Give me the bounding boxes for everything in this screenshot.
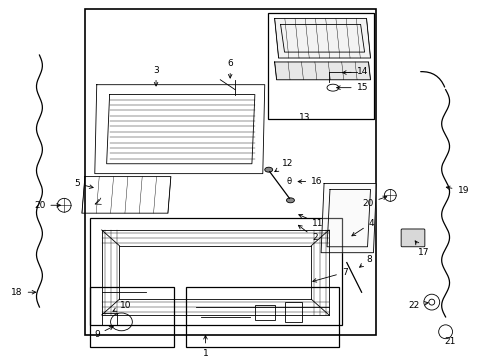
Polygon shape <box>274 62 370 80</box>
Text: 13: 13 <box>298 113 309 122</box>
Text: 3: 3 <box>153 66 159 86</box>
Text: 11: 11 <box>298 215 323 228</box>
Text: 20: 20 <box>34 201 61 210</box>
Bar <box>267 13 374 119</box>
Text: 7: 7 <box>312 268 347 282</box>
Text: 20: 20 <box>361 196 386 208</box>
Text: 1: 1 <box>202 336 208 357</box>
Text: 5: 5 <box>74 179 93 188</box>
Text: 4: 4 <box>351 219 373 236</box>
Text: 8: 8 <box>359 255 371 267</box>
Text: 9: 9 <box>94 327 113 339</box>
Text: 6: 6 <box>227 59 233 78</box>
Bar <box>102 313 116 325</box>
Text: 2: 2 <box>298 225 317 242</box>
Bar <box>90 287 174 347</box>
Text: 19: 19 <box>446 186 468 195</box>
Text: 14: 14 <box>342 67 367 76</box>
Bar <box>185 287 338 347</box>
Bar <box>90 218 341 325</box>
Text: 16: 16 <box>298 177 322 186</box>
FancyBboxPatch shape <box>400 229 424 247</box>
Text: 21: 21 <box>443 337 454 346</box>
Text: 12: 12 <box>274 159 292 172</box>
Text: 18: 18 <box>11 288 36 297</box>
Ellipse shape <box>264 167 272 172</box>
Bar <box>284 302 302 322</box>
Text: 10: 10 <box>113 301 131 311</box>
Ellipse shape <box>286 198 294 203</box>
Text: 15: 15 <box>336 83 367 92</box>
Bar <box>85 9 376 335</box>
Text: 22: 22 <box>408 301 427 310</box>
Polygon shape <box>321 184 376 253</box>
Text: θ: θ <box>286 177 291 186</box>
Polygon shape <box>274 18 370 58</box>
Text: 17: 17 <box>414 241 428 257</box>
Bar <box>254 305 274 320</box>
